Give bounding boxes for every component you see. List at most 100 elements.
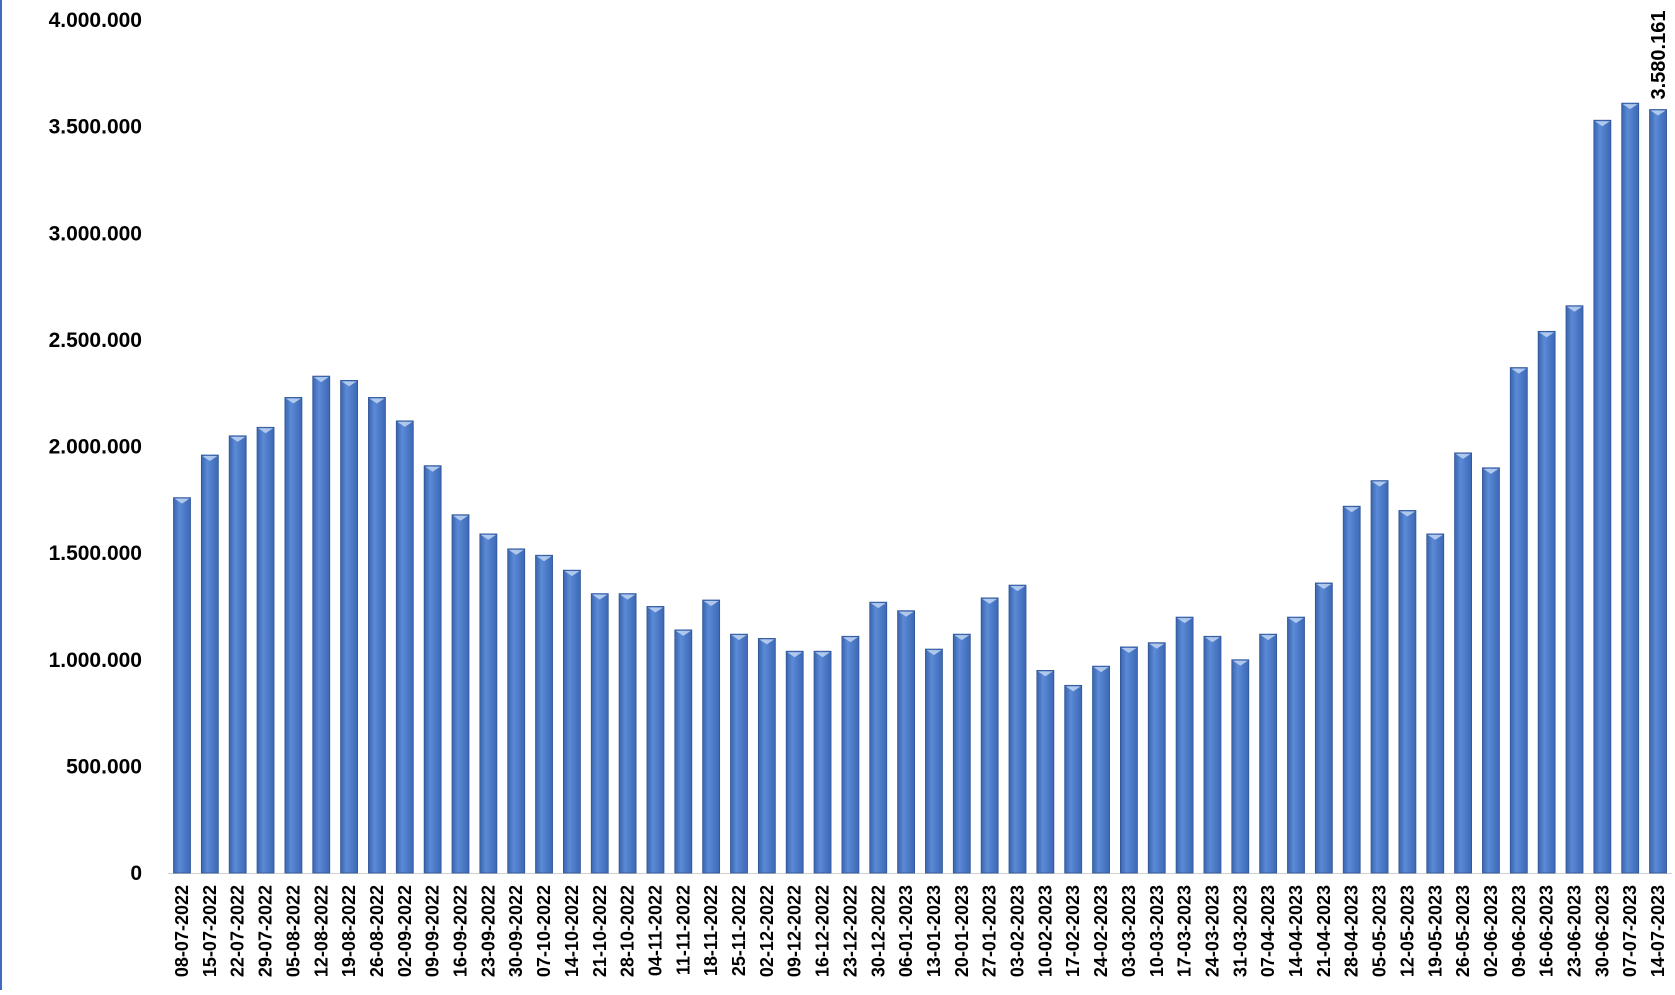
bar-top-bevel [1121, 647, 1137, 653]
bar-top-bevel [1010, 586, 1025, 592]
y-tick-label: 2.000.000 [49, 436, 142, 459]
bar [340, 379, 359, 874]
bar-top-bevel [1483, 468, 1499, 474]
bar [1287, 616, 1305, 874]
x-tick-label: 24-03-2023 [1202, 885, 1222, 977]
x-tick-label: 30-12-2022 [868, 885, 888, 977]
bar-top-bevel [1288, 618, 1304, 624]
data-label: 3.580.161 [1648, 11, 1670, 100]
bar [1426, 533, 1445, 874]
bar [590, 593, 609, 874]
bar-top-bevel [982, 598, 998, 604]
x-tick-label: 14-10-2022 [562, 885, 582, 977]
bar [1482, 467, 1500, 874]
bar-top-bevel [1539, 332, 1555, 338]
bar-top-bevel [1037, 671, 1053, 677]
bar [1342, 505, 1361, 874]
bar-top-bevel [926, 650, 942, 656]
x-tick-label: 17-02-2023 [1063, 885, 1083, 977]
bar-top-bevel [592, 594, 608, 600]
y-tick-label: 1.000.000 [49, 649, 142, 672]
bar-top-bevel [174, 498, 190, 504]
x-tick-label: 02-12-2022 [757, 885, 777, 977]
x-tick-label: 06-01-2023 [896, 885, 916, 977]
bar-top-bevel [1622, 104, 1638, 110]
bar-top-bevel [508, 549, 524, 555]
bars [173, 102, 1667, 874]
x-tick-label: 30-09-2022 [506, 885, 526, 977]
x-tick-label: 22-07-2022 [228, 885, 248, 977]
left-border [0, 0, 2, 990]
bar-top-bevel [1177, 618, 1193, 624]
bar-top-bevel [536, 556, 552, 562]
bar-top-bevel [1427, 534, 1443, 540]
bar [1509, 367, 1528, 874]
bar [813, 650, 832, 874]
bar [1454, 452, 1472, 874]
y-axis: 0 500.000 1.000.000 1.500.000 2.000.000 2.500… [49, 9, 1672, 885]
bar [730, 633, 748, 874]
bar-top-bevel [1232, 660, 1248, 666]
bar-top-bevel [1204, 637, 1220, 643]
bar [841, 635, 860, 874]
y-tick-label: 2.500.000 [49, 329, 142, 352]
x-tick-label: 11-11-2022 [673, 885, 693, 975]
x-tick-label: 07-07-2023 [1620, 885, 1640, 977]
x-tick-label: 30-06-2023 [1592, 885, 1612, 977]
y-tick-label: 1.500.000 [49, 542, 142, 565]
x-tick-label: 07-04-2023 [1258, 885, 1278, 977]
bar-top-bevel [285, 398, 301, 404]
x-tick-label: 20-01-2023 [952, 885, 972, 977]
bar-top-bevel [1511, 368, 1527, 374]
bar [284, 397, 303, 874]
x-tick-label: 09-06-2023 [1509, 885, 1529, 977]
x-tick-label: 28-04-2023 [1342, 885, 1362, 977]
bar-top-bevel [703, 601, 719, 607]
bar [1175, 616, 1194, 874]
bar [200, 454, 219, 874]
x-tick-label: 15-07-2022 [200, 885, 220, 977]
data-labels: 3.580.161 [1648, 11, 1670, 100]
bar-top-bevel [341, 381, 357, 387]
bar-top-bevel [870, 603, 886, 609]
bar-top-bevel [1149, 643, 1165, 649]
bar-top-bevel [675, 630, 691, 636]
bar [702, 599, 721, 874]
x-tick-label: 18-11-2022 [701, 885, 721, 976]
bar [1314, 582, 1333, 874]
y-tick-label: 500.000 [66, 755, 142, 778]
bar [869, 601, 888, 874]
x-tick-label: 29-07-2022 [256, 885, 276, 977]
bar [980, 597, 999, 874]
x-tick-label: 24-02-2023 [1091, 885, 1111, 977]
y-tick-label: 4.000.000 [49, 9, 142, 32]
bar-top-bevel [620, 594, 636, 600]
bar [897, 610, 915, 874]
x-tick-label: 08-07-2022 [172, 885, 192, 977]
x-tick-label: 10-02-2023 [1035, 885, 1055, 977]
y-tick-label: 0 [130, 862, 142, 885]
x-tick-label: 19-05-2023 [1425, 885, 1445, 977]
bar-top-bevel [1650, 110, 1666, 116]
x-tick-label: 12-08-2022 [311, 885, 331, 977]
bar-top-bevel [258, 428, 274, 434]
bar-top-bevel [397, 421, 413, 427]
bar [1008, 584, 1027, 874]
bar [925, 648, 943, 874]
x-tick-label: 09-12-2022 [785, 885, 805, 977]
bar [952, 633, 971, 874]
bar [423, 465, 442, 874]
bar-top-bevel [1567, 306, 1582, 312]
x-tick-label: 23-06-2023 [1565, 885, 1585, 977]
bar [1565, 305, 1584, 874]
x-tick-label: 23-09-2022 [478, 885, 498, 977]
x-tick-label: 02-09-2022 [395, 885, 415, 977]
bar-top-bevel [369, 398, 385, 404]
bar-top-bevel [787, 652, 803, 658]
bar [173, 497, 191, 874]
bar-top-bevel [1594, 121, 1610, 127]
bar-top-bevel [313, 377, 329, 383]
bar [395, 420, 414, 874]
x-axis: 08-07-2022 15-07-2022 22-07-2022 29-07-2022… [172, 885, 1668, 977]
